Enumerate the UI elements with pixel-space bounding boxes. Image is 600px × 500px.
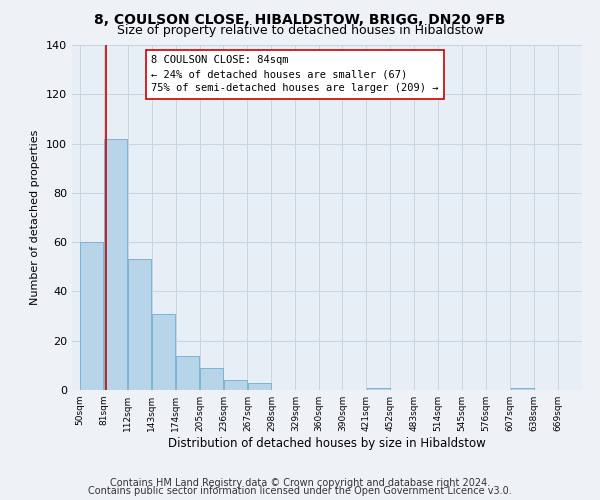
Text: 8, COULSON CLOSE, HIBALDSTOW, BRIGG, DN20 9FB: 8, COULSON CLOSE, HIBALDSTOW, BRIGG, DN2… (94, 12, 506, 26)
Bar (176, 356, 199, 390)
Bar (152, 314, 175, 390)
Bar (224, 380, 247, 390)
X-axis label: Distribution of detached houses by size in Hibaldstow: Distribution of detached houses by size … (168, 437, 486, 450)
Y-axis label: Number of detached properties: Number of detached properties (31, 130, 40, 305)
Bar (511, 388, 534, 390)
Bar (200, 368, 223, 390)
Bar (128, 260, 151, 390)
Text: Contains HM Land Registry data © Crown copyright and database right 2024.: Contains HM Land Registry data © Crown c… (110, 478, 490, 488)
Bar (367, 388, 390, 390)
Text: Contains public sector information licensed under the Open Government Licence v3: Contains public sector information licen… (88, 486, 512, 496)
Text: Size of property relative to detached houses in Hibaldstow: Size of property relative to detached ho… (116, 24, 484, 37)
Bar (248, 382, 271, 390)
Bar (80, 242, 103, 390)
Text: 8 COULSON CLOSE: 84sqm
← 24% of detached houses are smaller (67)
75% of semi-det: 8 COULSON CLOSE: 84sqm ← 24% of detached… (151, 56, 439, 94)
Bar (104, 138, 127, 390)
